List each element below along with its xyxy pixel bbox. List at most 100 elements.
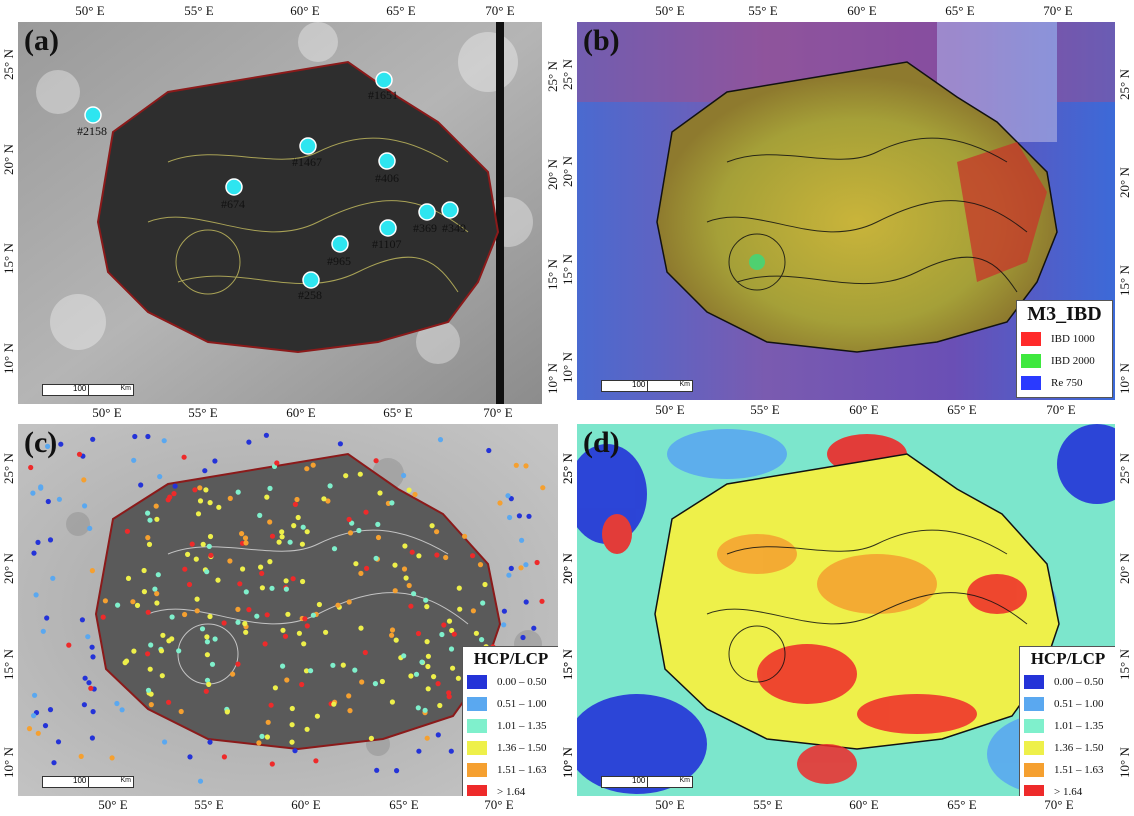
sample-point (448, 646, 455, 652)
sample-point (282, 633, 289, 639)
sample-point (259, 570, 265, 576)
sample-point (310, 612, 316, 618)
sample-point (419, 659, 425, 665)
sample-point (45, 443, 51, 449)
sample-point (486, 447, 492, 454)
lon-tick: 60° E (849, 402, 879, 417)
sample-point (40, 628, 46, 634)
sample-point (321, 496, 327, 502)
lon-tick: 50° E (655, 3, 685, 18)
sample-point (166, 699, 172, 705)
sample-point (292, 748, 298, 754)
panel-a-bottom-axis: 50° E 55° E 60° E 65° E 70° E (15, 405, 543, 423)
legend-swatch (1024, 763, 1044, 777)
sample-point (130, 599, 136, 605)
sample-point (267, 559, 273, 565)
sample-point (145, 651, 151, 657)
sample-point (349, 520, 355, 526)
lat-tick: 10° N (1, 747, 16, 778)
sample-point (154, 600, 160, 606)
sample-point (109, 755, 115, 761)
sample-point (146, 541, 153, 547)
sample-point (314, 713, 320, 719)
legend-item: IBD 1000 (1017, 328, 1112, 350)
sample-point (76, 451, 83, 457)
sample-point (152, 586, 158, 592)
sample-point (473, 630, 479, 636)
sample-point (457, 606, 463, 612)
sample-point (79, 617, 85, 623)
sample-point (531, 625, 537, 631)
sample-point (47, 707, 54, 713)
lat-tick: 20° N (1117, 553, 1132, 584)
sample-point (296, 630, 302, 636)
sample-point (540, 485, 546, 491)
panel-b-top-axis: 50° E 55° E 60° E 65° E 70° E (575, 3, 1110, 21)
legend-label: 1.01 – 1.35 (497, 720, 547, 732)
sample-point (207, 500, 213, 506)
sample-point (88, 685, 94, 691)
legend-item: > 1.64 (463, 781, 558, 796)
legend-swatch (1024, 741, 1044, 755)
lat-tick: 10° N (560, 747, 575, 778)
legend-label: 1.51 – 1.63 (497, 764, 547, 776)
sample-point (505, 493, 511, 499)
sample-point (204, 569, 210, 575)
sample-point (26, 726, 33, 732)
sample-point (159, 673, 165, 679)
legend-label: Re 750 (1051, 377, 1083, 389)
lat-tick: 25° N (1117, 453, 1132, 484)
sample-point (212, 458, 218, 464)
sample-point (507, 514, 513, 521)
sample-point (331, 546, 338, 552)
sample-point (189, 541, 195, 547)
site-label: #369 (413, 221, 437, 235)
sample-point (299, 681, 305, 688)
lat-tick: 10° N (1117, 747, 1132, 778)
sample-point (300, 524, 306, 530)
sample-point (44, 615, 50, 621)
sample-point (153, 503, 159, 509)
sample-point (194, 596, 200, 602)
sample-point (216, 504, 222, 510)
sample-point (300, 578, 306, 585)
sample-point (89, 644, 95, 650)
sample-point (269, 761, 275, 767)
sample-point (358, 625, 364, 631)
site-label: #406 (375, 171, 399, 185)
legend-swatch (467, 763, 487, 777)
lon-tick: 70° E (484, 797, 514, 812)
sample-point (125, 575, 132, 581)
sample-point (389, 500, 395, 506)
sample-point (340, 662, 346, 668)
sample-point (55, 739, 62, 745)
sample-point (446, 694, 452, 700)
lon-tick: 65° E (947, 402, 977, 417)
sample-point (302, 616, 308, 622)
sample-point (178, 708, 184, 715)
sample-point (413, 671, 420, 677)
lon-tick: 50° E (75, 3, 105, 18)
sample-point (337, 441, 343, 447)
sample-point (448, 748, 454, 754)
sample-point (295, 514, 301, 521)
sample-point (56, 496, 63, 502)
sample-point (470, 553, 476, 559)
sample-point (401, 472, 407, 479)
scale-bar-unit: Km (120, 777, 132, 784)
lat-tick: 15° N (560, 649, 575, 680)
sample-point (102, 598, 108, 604)
sample-point (50, 575, 56, 581)
sample-point (35, 730, 41, 736)
lon-tick: 60° E (847, 3, 877, 18)
scale-bar-value: 100 (73, 776, 87, 785)
lat-tick: 15° N (1117, 265, 1132, 296)
sample-point (539, 598, 545, 604)
legend-swatch (1021, 354, 1041, 368)
panel-d-map: (d) 100 Km HCP/LCP 0.00 – 0.50 0.51 – 1.… (577, 424, 1115, 796)
sample-point (145, 535, 151, 541)
sample-point (141, 567, 147, 574)
lat-tick: 15° N (545, 259, 560, 290)
site-label: #1467 (292, 155, 322, 169)
sample-point (518, 565, 524, 571)
